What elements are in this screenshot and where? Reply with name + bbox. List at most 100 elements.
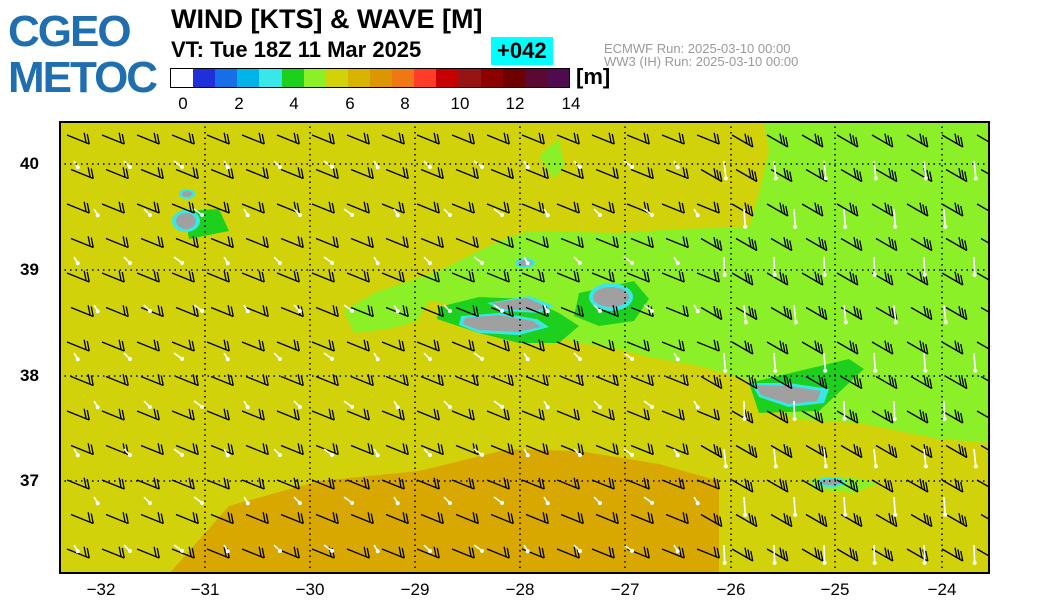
- wind-barb: [210, 305, 234, 318]
- wind-barb: [525, 167, 549, 180]
- wind-barb: [805, 375, 828, 390]
- wind-barb: [350, 305, 374, 318]
- wind-barb: [766, 478, 789, 493]
- wave-direction-arrow: [373, 352, 380, 362]
- wave-direction-arrow: [123, 448, 132, 458]
- wave-direction-arrow: [93, 496, 100, 506]
- wind-barb: [556, 270, 580, 283]
- wave-direction-arrow: [643, 304, 655, 313]
- wind-barb: [875, 168, 898, 183]
- wave-direction-arrow: [573, 256, 582, 266]
- wave-direction-arrow: [373, 448, 380, 458]
- wind-barb: [941, 478, 964, 493]
- wave-direction-arrow: [772, 256, 777, 277]
- wave-direction-arrow: [543, 496, 550, 506]
- wind-barb: [910, 306, 933, 321]
- colorbar-segment: [259, 69, 282, 87]
- wind-barb: [871, 478, 894, 493]
- wind-barb: [661, 132, 685, 145]
- wind-barb: [591, 546, 615, 559]
- colorbar-tick-label: 6: [345, 94, 355, 113]
- wind-barb: [980, 306, 990, 314]
- run-info-wave: WW3 (IH) Run: 2025-03-10 00:00: [604, 54, 799, 69]
- wave-direction-arrow: [123, 160, 132, 170]
- wave-direction-arrow: [493, 400, 505, 409]
- wind-barb: [206, 270, 230, 283]
- wind-barb: [66, 546, 90, 559]
- wave-direction-arrow: [523, 544, 530, 554]
- wind-barb: [836, 133, 859, 148]
- wind-barb: [101, 270, 125, 283]
- wind-barb: [350, 443, 374, 456]
- wind-barb: [140, 236, 164, 249]
- wave-direction-arrow: [443, 208, 452, 218]
- wind-barb: [766, 340, 789, 355]
- wave-direction-arrow: [973, 352, 978, 373]
- wind-barb: [875, 375, 898, 390]
- wind-barb: [416, 408, 440, 421]
- wind-barb: [941, 271, 964, 286]
- wave-direction-arrow: [593, 304, 602, 314]
- wind-barb: [735, 168, 758, 183]
- wind-barb: [175, 374, 199, 387]
- wave-direction-arrow: [573, 352, 582, 362]
- wind-barb: [381, 270, 405, 283]
- wind-barb: [626, 132, 650, 145]
- colorbar-segment: [414, 69, 437, 87]
- wind-barb: [455, 305, 479, 318]
- latitude-tick-label: 38: [20, 366, 39, 385]
- wind-barb: [836, 547, 859, 562]
- wind-barb: [521, 339, 545, 352]
- wave-direction-arrow: [143, 400, 152, 410]
- wind-barb: [661, 546, 685, 559]
- wind-barb: [875, 444, 898, 459]
- wind-barb: [381, 477, 405, 490]
- wind-barb: [766, 409, 789, 424]
- wave-direction-arrow: [523, 256, 530, 266]
- wind-barb: [175, 236, 199, 249]
- wind-barb: [696, 546, 720, 559]
- wave-direction-arrow: [843, 208, 848, 229]
- wind-barb: [276, 477, 300, 490]
- wind-barb: [871, 133, 894, 148]
- wave-direction-arrow: [523, 448, 530, 458]
- wave-direction-arrow: [223, 256, 230, 266]
- wind-barb: [210, 443, 234, 456]
- wind-barb: [735, 444, 758, 459]
- wave-direction-arrow: [273, 544, 282, 554]
- wave-direction-arrow: [943, 496, 948, 517]
- longitude-tick-label: −30: [295, 580, 325, 599]
- logo-text-top: CGEO: [8, 7, 132, 56]
- wave-direction-arrow: [842, 400, 847, 421]
- wave-direction-arrow: [273, 352, 282, 362]
- wave-direction-arrow: [423, 256, 432, 266]
- wind-barb: [136, 132, 160, 145]
- longitude-tick-label: −29: [400, 580, 430, 599]
- wind-barb: [311, 201, 335, 214]
- longitude-tick-label: −27: [610, 580, 640, 599]
- wind-barb: [836, 409, 859, 424]
- wind-barb: [350, 236, 374, 249]
- wind-barb: [70, 512, 94, 525]
- wind-barb: [591, 339, 615, 352]
- island-corvo: [182, 191, 192, 197]
- longitude-tick-label: −24: [927, 580, 957, 599]
- wind-barb: [206, 201, 230, 214]
- wave-direction-arrow: [323, 448, 335, 457]
- wind-barb: [556, 132, 580, 145]
- wind-barb: [595, 443, 619, 456]
- wind-barb: [381, 546, 405, 559]
- wave-direction-arrow: [942, 400, 947, 421]
- wind-barb: [591, 270, 615, 283]
- wave-direction-arrow: [93, 400, 100, 410]
- wave-direction-arrow: [393, 400, 400, 410]
- wind-barb: [976, 133, 990, 144]
- wind-barb: [101, 132, 125, 145]
- wind-barb: [735, 513, 758, 528]
- island-pico: [463, 315, 541, 332]
- wind-barb: [591, 408, 615, 421]
- wind-barb: [945, 444, 968, 459]
- wind-barb: [665, 236, 689, 249]
- wind-barb: [700, 306, 723, 321]
- wind-barb: [980, 237, 990, 245]
